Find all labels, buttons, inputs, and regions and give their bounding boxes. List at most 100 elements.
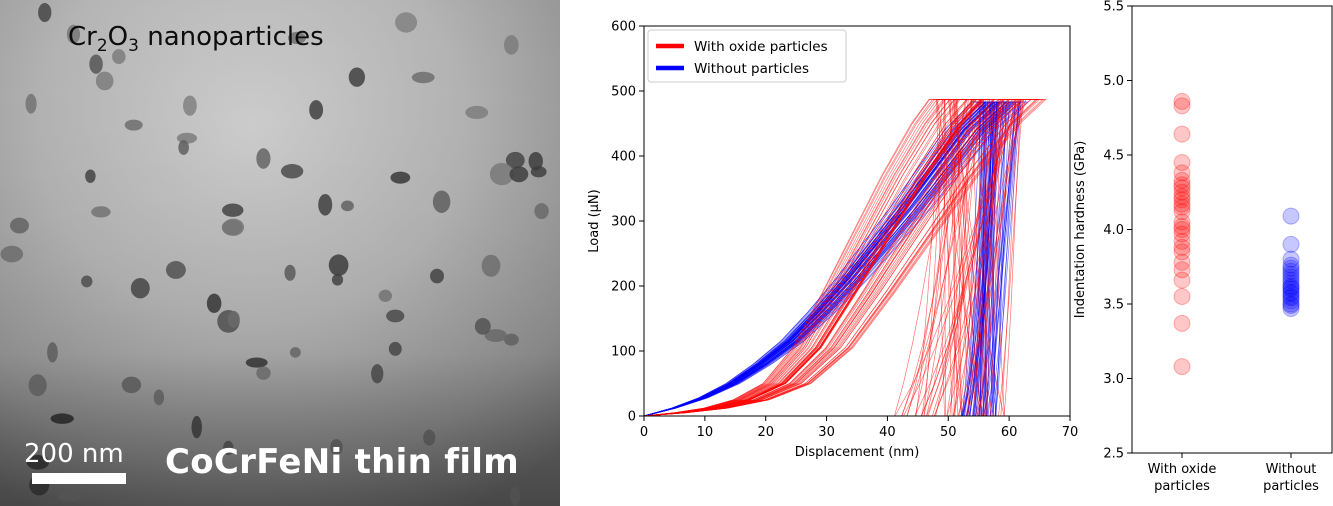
data-point bbox=[1173, 232, 1191, 250]
tem-title: Cr2O3 nanoparticles bbox=[68, 22, 324, 57]
series-line bbox=[643, 99, 983, 417]
nanoparticle bbox=[395, 12, 418, 33]
data-point bbox=[1282, 283, 1300, 301]
data-point bbox=[1282, 299, 1300, 317]
data-point bbox=[1173, 243, 1191, 261]
charts-area: 0 10 20 30 40 50 60 70 0 100 200 300 400 500 600 Displa… bbox=[587, 0, 1333, 494]
series-line bbox=[643, 99, 1022, 417]
nanoparticle bbox=[256, 148, 271, 169]
x-axis-label: Displacement (nm) bbox=[795, 445, 920, 460]
plot-frame bbox=[643, 25, 1071, 417]
nanoparticle bbox=[206, 293, 222, 314]
nanoparticle bbox=[390, 171, 411, 184]
series-line bbox=[643, 99, 993, 417]
data-point bbox=[1173, 203, 1191, 221]
data-point bbox=[1282, 268, 1300, 286]
film-label: CoCrFeNi thin film bbox=[165, 442, 519, 482]
y-axis-label: Load (μN) bbox=[587, 189, 602, 252]
data-point bbox=[1282, 271, 1300, 289]
nanoparticle bbox=[50, 413, 74, 424]
nanoparticle bbox=[509, 486, 521, 506]
data-point bbox=[1173, 238, 1191, 256]
load-displacement-chart: 0 10 20 30 40 50 60 70 0 100 200 300 400 500 600 Displa… bbox=[587, 20, 1078, 461]
scale-bar bbox=[32, 473, 126, 484]
nanoparticle bbox=[388, 341, 402, 356]
nanoparticle bbox=[465, 105, 489, 120]
nanoparticle bbox=[112, 49, 126, 65]
data-point bbox=[1173, 218, 1191, 236]
category-label: particles bbox=[1263, 479, 1319, 494]
nanoparticle bbox=[81, 275, 93, 288]
series-line bbox=[643, 99, 984, 417]
nanoparticle bbox=[411, 71, 435, 84]
nanoparticle bbox=[38, 2, 52, 23]
data-point bbox=[1173, 195, 1191, 213]
series-line bbox=[643, 101, 994, 417]
nanoparticle bbox=[528, 151, 543, 171]
data-point bbox=[1173, 225, 1191, 243]
scale-bar-label: 200 nm bbox=[24, 439, 124, 469]
series-line bbox=[643, 99, 968, 417]
nanoparticle bbox=[28, 374, 47, 397]
series-line bbox=[643, 99, 978, 417]
nanoparticle bbox=[378, 289, 393, 302]
data-point bbox=[1173, 191, 1191, 209]
legend-box bbox=[647, 29, 847, 83]
x-tick-label: 0 bbox=[640, 425, 648, 440]
nanoparticle bbox=[26, 455, 50, 470]
y-tick-label: 3.0 bbox=[1103, 372, 1124, 387]
y-tick-label: 2.5 bbox=[1103, 447, 1124, 462]
data-point bbox=[1282, 274, 1300, 292]
nanoparticle bbox=[89, 54, 103, 74]
nanoparticle bbox=[66, 24, 81, 44]
nanoparticle bbox=[121, 376, 142, 394]
data-point bbox=[1173, 97, 1191, 115]
data-point bbox=[1282, 285, 1300, 303]
data-point bbox=[1173, 213, 1191, 231]
nanoparticle bbox=[474, 317, 491, 335]
data-point bbox=[1173, 125, 1191, 143]
x-tick-label: 70 bbox=[1062, 425, 1079, 440]
nanoparticle bbox=[47, 342, 58, 363]
y-tick-label: 3.5 bbox=[1103, 298, 1124, 313]
nanoparticle bbox=[222, 218, 245, 236]
data-point bbox=[1173, 358, 1191, 376]
data-point bbox=[1173, 271, 1191, 289]
data-point bbox=[1173, 183, 1191, 201]
nanoparticle bbox=[223, 440, 234, 456]
scatter-series bbox=[1282, 207, 1300, 317]
data-point bbox=[1173, 314, 1191, 332]
series-line bbox=[643, 99, 995, 417]
data-point bbox=[1173, 176, 1191, 194]
nanoparticle bbox=[245, 357, 268, 368]
nanoparticle bbox=[183, 95, 197, 116]
nanoparticle bbox=[386, 309, 405, 323]
nanoparticle bbox=[489, 162, 514, 186]
y-tick-label: 500 bbox=[611, 85, 636, 100]
data-point bbox=[1173, 221, 1191, 238]
data-point bbox=[1282, 207, 1300, 225]
nanoparticle bbox=[331, 273, 344, 286]
data-point bbox=[1282, 295, 1300, 313]
data-point bbox=[1173, 171, 1191, 189]
data-point bbox=[1173, 164, 1191, 182]
nanoparticle bbox=[423, 429, 436, 446]
data-point bbox=[1282, 289, 1300, 307]
legend-label: Without particles bbox=[694, 61, 809, 77]
nanoparticle bbox=[91, 206, 111, 218]
series-line bbox=[643, 99, 1005, 417]
nanoparticle bbox=[348, 67, 366, 87]
data-point bbox=[1282, 256, 1300, 274]
nanoparticle bbox=[328, 254, 349, 276]
data-point bbox=[1282, 292, 1300, 310]
nanoparticle bbox=[341, 200, 354, 212]
x-tick-label: 60 bbox=[1001, 425, 1018, 440]
nanoparticle bbox=[371, 364, 384, 384]
nanoparticle bbox=[124, 119, 143, 131]
y-tick-label: 5.5 bbox=[1103, 0, 1124, 15]
scatter-series bbox=[1173, 92, 1191, 376]
nanoparticle bbox=[432, 190, 451, 213]
nanoparticle bbox=[178, 140, 189, 155]
series-line bbox=[643, 101, 987, 417]
data-point bbox=[1173, 198, 1191, 216]
